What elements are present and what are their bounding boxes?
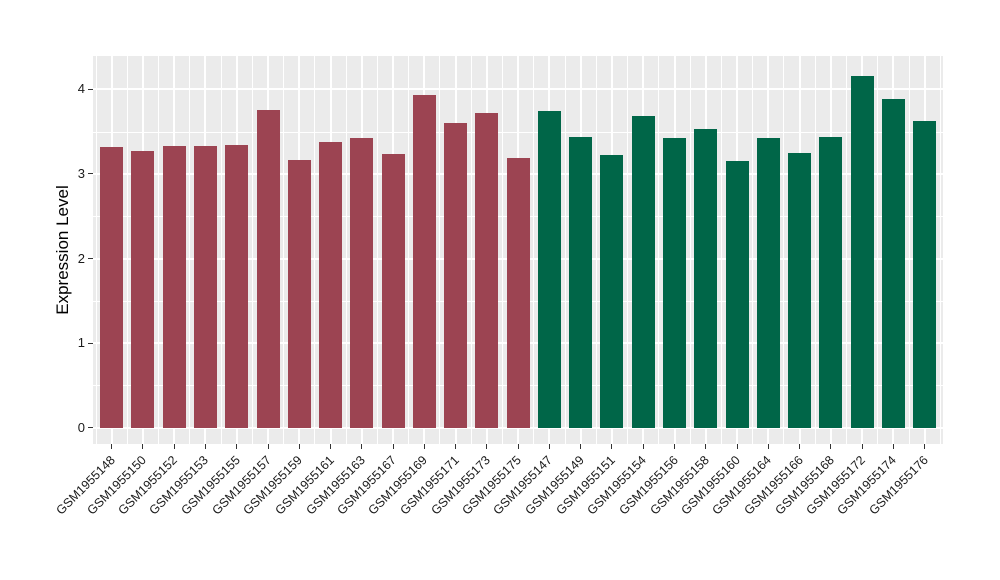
- x-tick-mark: [298, 444, 300, 449]
- plot-panel: [93, 56, 943, 444]
- y-tick-mark: [88, 88, 93, 90]
- bar-GSM1955157: [256, 110, 280, 428]
- y-tick-mark: [88, 258, 93, 259]
- bar-GSM1955173: [475, 112, 499, 428]
- x-tick-mark: [486, 444, 488, 449]
- gridline-minor-vertical: [689, 56, 691, 444]
- y-tick-label: 4: [77, 81, 85, 97]
- bar-GSM1955156: [663, 137, 686, 428]
- bar-GSM1955147: [537, 111, 561, 428]
- y-tick-mark: [88, 342, 93, 344]
- gridline-minor-vertical: [126, 56, 128, 444]
- y-tick-mark: [88, 427, 93, 429]
- bar-GSM1955149: [569, 136, 593, 428]
- gridline-minor-vertical: [564, 56, 566, 444]
- gridline-minor-vertical: [908, 56, 910, 444]
- x-tick-mark: [799, 444, 801, 449]
- gridline-minor-vertical: [658, 56, 660, 444]
- bar-GSM1955164: [756, 137, 780, 428]
- y-axis-title: Expression Level: [53, 185, 72, 315]
- x-tick-mark: [392, 444, 394, 449]
- x-tick-mark: [674, 444, 675, 449]
- x-tick-mark: [455, 444, 457, 449]
- gridline-minor-vertical: [220, 56, 222, 444]
- gridline-minor-vertical: [314, 56, 316, 444]
- bar-GSM1955167: [381, 153, 405, 428]
- gridline-minor-vertical: [627, 56, 629, 444]
- bar-GSM1955169: [412, 95, 436, 428]
- bar-GSM1955163: [350, 137, 374, 428]
- bar-GSM1955158: [694, 129, 718, 428]
- x-tick-mark: [111, 444, 113, 449]
- bar-GSM1955171: [444, 123, 468, 428]
- gridline-minor-vertical: [251, 56, 253, 444]
- bar-GSM1955160: [725, 161, 749, 428]
- x-tick-mark: [361, 444, 363, 449]
- bar-GSM1955166: [788, 152, 812, 428]
- gridline-minor-vertical: [533, 56, 535, 444]
- x-tick-mark: [580, 444, 582, 449]
- x-tick-mark: [924, 444, 926, 449]
- gridline-minor-vertical: [752, 56, 754, 444]
- x-tick-mark: [642, 444, 644, 449]
- x-tick-mark: [548, 444, 550, 449]
- gridline-minor-vertical: [502, 56, 504, 444]
- bar-GSM1955175: [506, 157, 530, 428]
- y-tick-label: 3: [77, 165, 85, 181]
- bar-GSM1955174: [881, 98, 905, 428]
- gridline-minor-vertical: [470, 56, 472, 444]
- x-tick-mark: [517, 444, 519, 449]
- gridline-minor-vertical: [845, 56, 847, 444]
- bar-GSM1955153: [193, 145, 217, 428]
- x-tick-mark: [736, 444, 738, 449]
- x-tick-mark: [204, 444, 206, 449]
- x-tick-mark: [423, 444, 425, 449]
- gridline-minor-vertical: [189, 56, 191, 444]
- x-tick-mark: [236, 444, 238, 449]
- bar-GSM1955161: [319, 141, 343, 428]
- x-tick-mark: [861, 444, 863, 449]
- bar-GSM1955151: [600, 155, 624, 428]
- gridline-minor-vertical: [814, 56, 816, 444]
- gridline-minor-vertical: [376, 56, 378, 444]
- x-tick-mark: [830, 444, 832, 449]
- x-tick-mark: [173, 444, 175, 449]
- gridline-minor-vertical: [877, 56, 879, 444]
- gridline-minor-vertical: [95, 56, 97, 444]
- y-tick-label: 2: [77, 250, 85, 266]
- x-tick-mark: [611, 444, 613, 449]
- bar-GSM1955148: [100, 146, 124, 428]
- y-tick-mark: [88, 173, 93, 175]
- bar-GSM1955168: [819, 136, 843, 428]
- bar-GSM1955152: [162, 145, 186, 428]
- bar-GSM1955176: [913, 121, 937, 428]
- bar-GSM1955154: [631, 116, 655, 428]
- gridline-minor-vertical: [283, 56, 285, 444]
- gridline-minor-vertical: [939, 56, 941, 444]
- gridline-minor-vertical: [439, 56, 441, 444]
- gridline-minor-vertical: [408, 56, 410, 444]
- bar-GSM1955150: [131, 151, 155, 428]
- gridline-minor-vertical: [720, 56, 722, 444]
- x-tick-mark: [267, 444, 269, 449]
- bar-GSM1955159: [287, 159, 311, 428]
- x-tick-mark: [142, 444, 144, 449]
- y-tick-label: 1: [77, 335, 85, 351]
- x-tick-mark: [892, 444, 894, 449]
- y-tick-label: 0: [77, 419, 85, 435]
- bar-GSM1955155: [225, 145, 249, 428]
- gridline-minor-vertical: [158, 56, 160, 444]
- gridline-minor-vertical: [595, 56, 597, 444]
- bar-GSM1955172: [850, 75, 874, 428]
- x-tick-mark: [705, 444, 707, 449]
- x-tick-mark: [330, 444, 332, 449]
- gridline-minor-vertical: [783, 56, 785, 444]
- gridline-minor-vertical: [345, 56, 347, 444]
- x-tick-mark: [767, 444, 769, 449]
